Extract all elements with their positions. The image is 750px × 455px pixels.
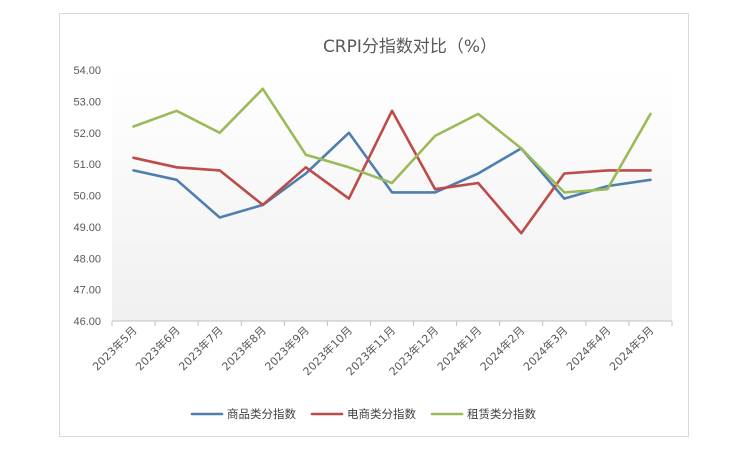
y-tick-label: 51.00 [73,159,101,171]
y-tick-label: 49.00 [73,222,101,234]
legend-label: 商品类分指数 [227,407,296,421]
x-axis: 2023年5月2023年6月2023年7月2023年8月2023年9月2023年… [89,320,673,378]
y-tick-label: 53.00 [73,96,101,108]
y-tick-label: 50.00 [73,191,101,203]
y-tick-label: 48.00 [73,253,101,265]
series-line-3 [132,87,652,194]
legend-label: 电商类分指数 [347,407,416,421]
x-tick-label: 2024年1月 [434,323,484,373]
y-axis: 46.00 47.00 48.00 49.00 50.00 51.00 52.00 53.00… [73,65,101,328]
chart-title: CRPI分指数对比（%） [323,37,497,57]
x-tick-label: 2024年4月 [563,323,613,373]
y-tick-label: 47.00 [73,285,101,297]
legend-label: 租赁类分指数 [467,407,536,421]
x-tick-label: 2023年6月 [133,323,183,373]
y-tick-label: 46.00 [73,316,101,328]
x-tick-label: 2023年7月 [176,323,226,373]
series-line-2 [132,109,652,235]
x-tick-label: 2023年8月 [219,323,269,373]
series-lines [132,87,652,235]
legend: 商品类分指数 电商类分指数 租赁类分指数 [190,407,536,421]
x-tick-label: 2024年3月 [520,323,570,373]
series-line-1 [132,131,652,219]
x-tick-label: 2024年2月 [477,323,527,373]
x-tick-label: 2024年5月 [606,323,656,373]
x-tick-label: 2023年5月 [89,323,139,373]
y-tick-label: 52.00 [73,128,101,140]
y-tick-label: 54.00 [73,65,101,77]
